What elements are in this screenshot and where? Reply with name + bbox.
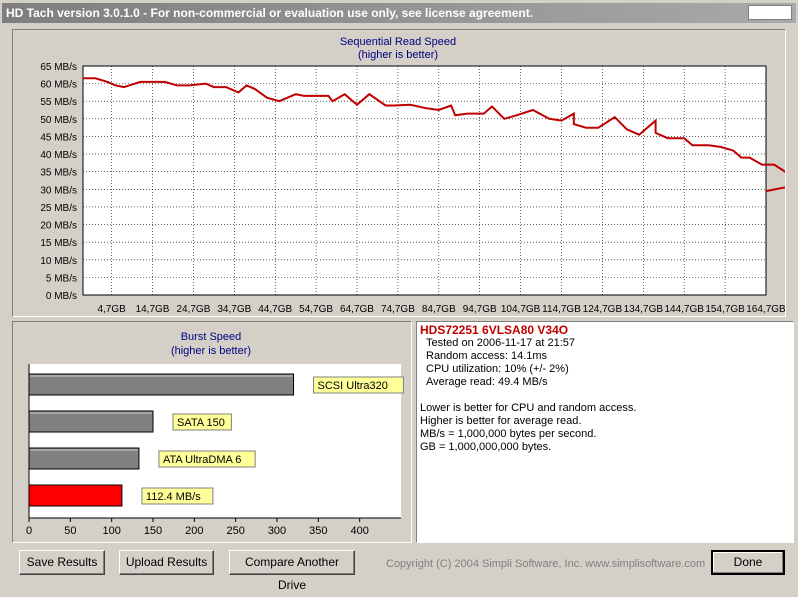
x-tick-label: 114,7GB <box>542 304 581 315</box>
note-line: MB/s = 1,000,000 bytes per second. <box>420 428 597 440</box>
sequential-read-chart: Sequential Read Speed (higher is better)… <box>40 36 785 315</box>
y-tick-label: 35 MB/s <box>40 168 77 179</box>
copyright-text: Copyright (C) 2004 Simpli Software, Inc.… <box>386 558 706 570</box>
y-tick-label: 60 MB/s <box>40 80 77 91</box>
burst-bar-label: 112.4 MB/s <box>146 491 201 503</box>
burst-x-tick-label: 200 <box>185 525 203 537</box>
burst-bar <box>28 484 123 507</box>
x-tick-label: 44,7GB <box>258 304 292 315</box>
plot-area <box>82 65 767 296</box>
drive-info-panel: HDS72251 6VLSA80 V34O Tested on 2006-11-… <box>416 321 794 543</box>
x-tick-label: 144,7GB <box>664 304 704 315</box>
x-tick-label: 154,7GB <box>705 304 745 315</box>
hdtach-window: HD Tach version 3.0.1.0 - For non-commer… <box>2 3 796 592</box>
y-tick-label: 25 MB/s <box>40 203 77 214</box>
burst-x-tick-label: 100 <box>102 525 120 537</box>
x-tick-label: 74,7GB <box>381 304 415 315</box>
burst-chart-title: Burst Speed <box>181 331 242 343</box>
burst-x-tick-label: 250 <box>226 525 244 537</box>
x-tick-label: 164,7GB <box>746 304 785 315</box>
burst-x-tick-label: 400 <box>350 525 368 537</box>
burst-x-tick-label: 350 <box>309 525 327 537</box>
burst-x-tick-label: 150 <box>144 525 162 537</box>
burst-x-tick-label: 0 <box>26 525 32 537</box>
x-tick-label: 54,7GB <box>299 304 333 315</box>
x-tick-label: 14,7GB <box>136 304 170 315</box>
burst-label-box <box>141 487 214 505</box>
burst-chart-subtitle: (higher is better) <box>171 345 251 357</box>
burst-bar <box>28 447 140 470</box>
y-tick-label: 45 MB/s <box>40 132 77 143</box>
done-button[interactable]: Done <box>711 550 785 575</box>
burst-x-tick-label: 50 <box>64 525 76 537</box>
y-tick-label: 65 MB/s <box>40 62 77 73</box>
compare-drive-button[interactable]: Compare Another Drive <box>229 550 355 592</box>
burst-bar-label: SATA 150 <box>177 417 225 429</box>
y-tick-label: 20 MB/s <box>40 221 77 232</box>
drive-model: HDS72251 6VLSA80 V34O <box>420 323 569 337</box>
x-tick-label: 134,7GB <box>624 304 664 315</box>
y-tick-label: 50 MB/s <box>40 115 77 126</box>
upload-results-button[interactable]: Upload Results <box>119 550 214 575</box>
note-line: Higher is better for average read. <box>420 415 582 427</box>
x-tick-label: 84,7GB <box>422 304 456 315</box>
tested-date: Tested on 2006-11-17 at 21:57 <box>426 337 576 349</box>
burst-speed-chart: Burst Speed (higher is better) 0 50 100 150… <box>26 331 404 537</box>
burst-bar <box>28 373 295 396</box>
sequential-read-panel: Sequential Read Speed (higher is better)… <box>12 29 786 317</box>
window-title: HD Tach version 3.0.1.0 - For non-commer… <box>6 6 534 20</box>
y-tick-label: 55 MB/s <box>40 97 77 108</box>
x-tick-label: 124,7GB <box>583 304 623 315</box>
read-speed-line <box>83 77 785 193</box>
burst-bar <box>28 410 154 433</box>
x-tick-label: 24,7GB <box>176 304 210 315</box>
burst-speed-panel: Burst Speed (higher is better) 0 50 100 150… <box>12 321 412 543</box>
burst-x-tick-label: 300 <box>268 525 286 537</box>
burst-label-box <box>158 450 256 468</box>
x-tick-label: 94,7GB <box>463 304 497 315</box>
burst-bar-highlight <box>30 449 138 451</box>
x-tick-label: 104,7GB <box>501 304 541 315</box>
note-line: Lower is better for CPU and random acces… <box>420 402 637 414</box>
burst-label-box <box>172 413 232 431</box>
y-tick-label: 40 MB/s <box>40 150 77 161</box>
y-tick-label: 5 MB/s <box>46 273 77 284</box>
y-tick-label: 0 MB/s <box>46 291 77 302</box>
x-tick-label: 34,7GB <box>217 304 251 315</box>
note-line: GB = 1,000,000,000 bytes. <box>420 441 552 453</box>
title-bar: HD Tach version 3.0.1.0 - For non-commer… <box>2 3 796 23</box>
x-tick-label: 4,7GB <box>97 304 126 315</box>
burst-bar-label: SCSI Ultra320 <box>318 380 388 392</box>
save-results-button[interactable]: Save Results <box>19 550 105 575</box>
seq-chart-title: Sequential Read Speed <box>340 36 456 48</box>
burst-bar-highlight <box>30 412 152 414</box>
cpu-utilization: CPU utilization: 10% (+/- 2%) <box>426 363 569 375</box>
burst-bar-highlight <box>30 375 293 377</box>
y-tick-label: 30 MB/s <box>40 185 77 196</box>
y-tick-label: 10 MB/s <box>40 256 77 267</box>
seq-chart-subtitle: (higher is better) <box>358 49 438 61</box>
random-access: Random access: 14.1ms <box>426 350 548 362</box>
burst-label-box <box>313 376 404 394</box>
y-tick-label: 15 MB/s <box>40 238 77 249</box>
burst-bar-label: ATA UltraDMA 6 <box>163 454 241 466</box>
x-tick-label: 64,7GB <box>340 304 374 315</box>
title-bar-box <box>748 5 792 20</box>
average-read: Average read: 49.4 MB/s <box>426 376 548 388</box>
